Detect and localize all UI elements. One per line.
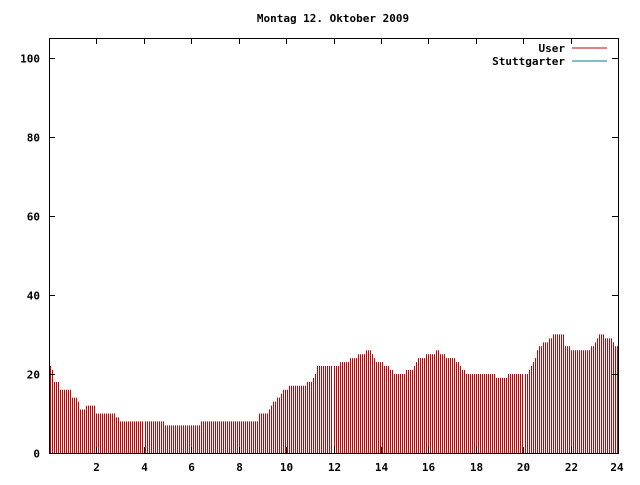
y-tick-label: 40 [27, 290, 40, 303]
x-tick-label: 24 [610, 461, 624, 474]
chart-title: Montag 12. Oktober 2009 [257, 12, 409, 25]
x-tick-label: 14 [375, 461, 389, 474]
legend: User Stuttgarter [492, 42, 607, 68]
y-tick-label: 60 [27, 211, 40, 224]
y-tick-label: 100 [20, 53, 40, 66]
y-tick-label: 20 [27, 369, 40, 382]
y-axis: 0 20 40 60 80 100 [20, 53, 618, 461]
x-tick-label: 16 [422, 461, 436, 474]
x-axis: 2 4 6 8 10 12 14 16 18 20 22 24 [93, 38, 624, 474]
x-tick-label: 4 [141, 461, 148, 474]
y-tick-label: 80 [27, 132, 40, 145]
x-tick-label: 18 [470, 461, 483, 474]
user-series-bars [50, 334, 618, 453]
y-tick-label: 0 [33, 448, 40, 461]
x-tick-label: 12 [328, 461, 341, 474]
x-tick-label: 10 [280, 461, 293, 474]
x-tick-label: 22 [565, 461, 578, 474]
x-tick-label: 20 [517, 461, 530, 474]
legend-label-user: User [539, 42, 566, 55]
x-tick-label: 8 [236, 461, 243, 474]
x-tick-label: 6 [188, 461, 195, 474]
legend-label-stuttgarter: Stuttgarter [492, 55, 565, 68]
x-tick-label: 2 [93, 461, 100, 474]
